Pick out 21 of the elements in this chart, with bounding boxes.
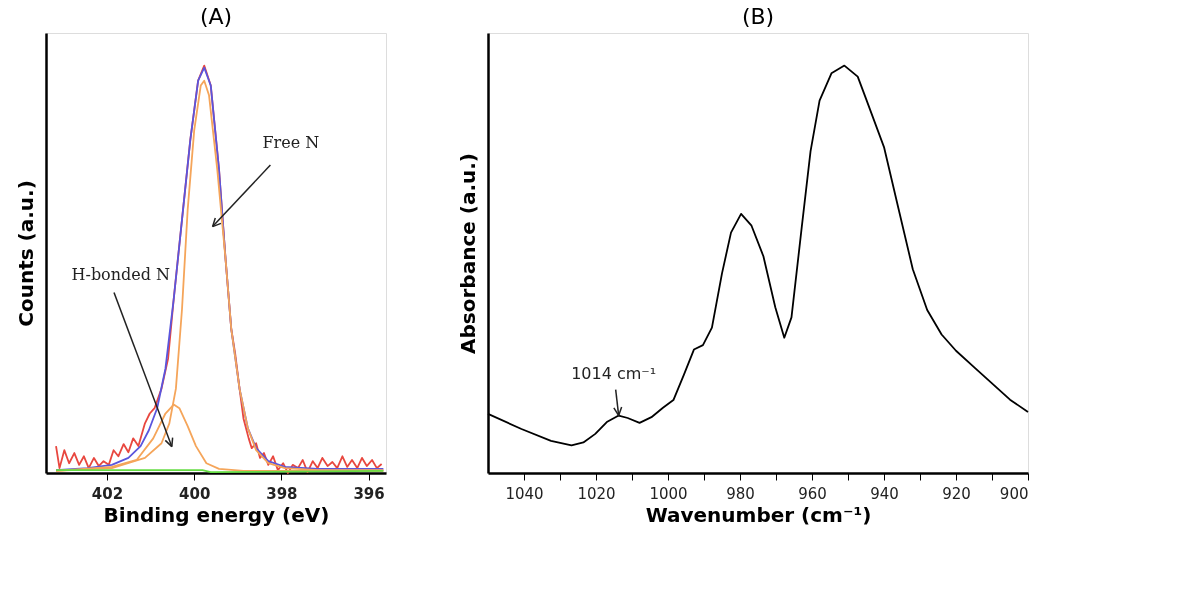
x-tick-label: 900 bbox=[999, 484, 1029, 503]
x-tick-label: 980 bbox=[726, 484, 755, 503]
x-tick-label: 1020 bbox=[577, 484, 616, 503]
x-tick-label: 1000 bbox=[649, 484, 688, 503]
x-tick-label: 940 bbox=[870, 484, 899, 503]
x-tick-label: 402 bbox=[91, 484, 124, 503]
x-tick-label: 1040 bbox=[505, 484, 544, 503]
x-tick-label: 920 bbox=[942, 484, 971, 503]
x-tick-label: 400 bbox=[179, 484, 211, 503]
annotation: Free N bbox=[262, 133, 320, 152]
x-tick-label: 398 bbox=[266, 484, 298, 503]
x-tick-label: 960 bbox=[798, 484, 827, 503]
x-axis-title: Binding energy (eV) bbox=[103, 502, 330, 527]
annotation: H-bonded N bbox=[71, 265, 171, 284]
chart-title: (B) bbox=[741, 4, 775, 29]
chart-title: (A) bbox=[199, 4, 233, 29]
y-axis-title: Absorbance (a.u.) bbox=[455, 153, 480, 354]
annotation: 1014 cm⁻¹ bbox=[571, 363, 657, 383]
x-axis-title: Wavenumber (cm⁻¹) bbox=[645, 502, 872, 527]
y-axis-title: Counts (a.u.) bbox=[13, 180, 38, 327]
x-tick-label: 396 bbox=[353, 484, 385, 503]
